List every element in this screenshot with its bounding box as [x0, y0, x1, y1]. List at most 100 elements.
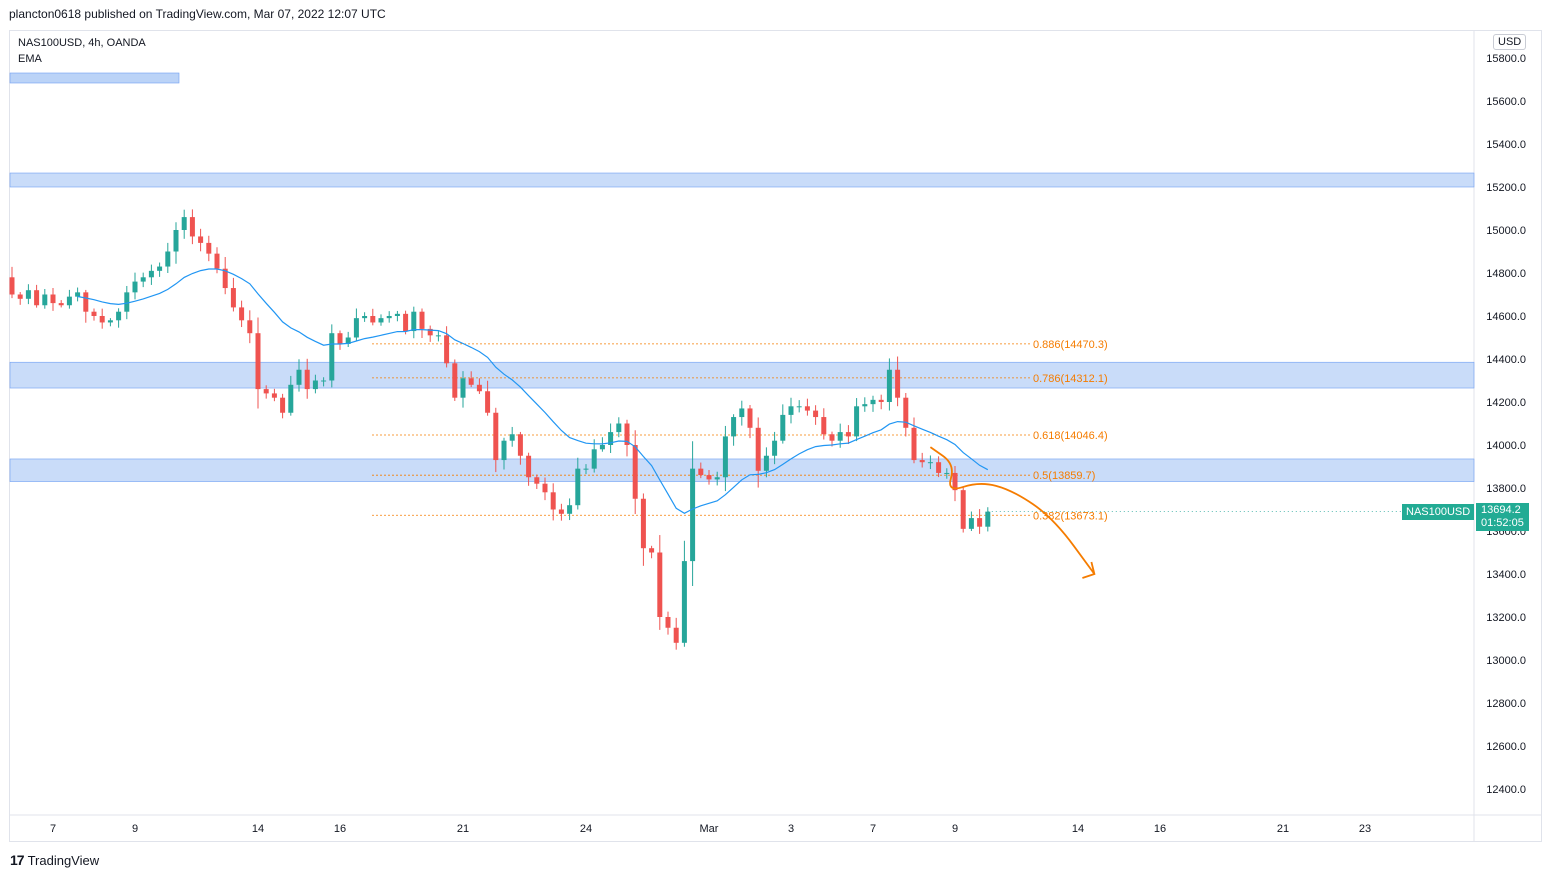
candle[interactable] [206, 242, 212, 254]
candle[interactable] [485, 391, 491, 413]
candle[interactable] [583, 468, 589, 470]
candle[interactable] [75, 292, 81, 297]
candle[interactable] [977, 518, 983, 527]
candle[interactable] [862, 404, 868, 407]
candle[interactable] [608, 432, 614, 445]
candle[interactable] [329, 333, 335, 381]
candle[interactable] [919, 460, 925, 463]
candle[interactable] [616, 423, 622, 433]
candle[interactable] [575, 468, 581, 506]
candle[interactable] [280, 397, 286, 413]
legend-symbol[interactable]: NAS100USD, 4h, OANDA [18, 37, 146, 49]
candle[interactable] [534, 477, 540, 484]
candle[interactable] [198, 236, 204, 243]
candle[interactable] [944, 472, 950, 474]
candle[interactable] [181, 217, 187, 230]
candle[interactable] [788, 406, 794, 415]
candle[interactable] [722, 436, 728, 478]
candle[interactable] [271, 393, 277, 398]
candle[interactable] [476, 384, 482, 392]
candle[interactable] [968, 518, 974, 529]
sr-zone[interactable] [9, 172, 1475, 188]
candle[interactable] [690, 468, 696, 562]
candle[interactable] [550, 492, 556, 510]
candle[interactable] [763, 455, 769, 471]
candle[interactable] [9, 277, 15, 295]
candle[interactable] [25, 290, 31, 299]
candle[interactable] [362, 316, 368, 319]
candle[interactable] [673, 627, 679, 643]
candle[interactable] [837, 432, 843, 441]
candle[interactable] [714, 477, 720, 480]
candle[interactable] [394, 313, 400, 316]
candle[interactable] [140, 277, 146, 282]
candle[interactable] [698, 468, 704, 476]
candle[interactable] [468, 378, 474, 385]
candle[interactable] [493, 412, 499, 461]
candle[interactable] [337, 333, 343, 344]
candle[interactable] [780, 414, 786, 441]
candle[interactable] [649, 548, 655, 553]
candle[interactable] [132, 281, 138, 293]
candle[interactable] [542, 483, 548, 493]
candle[interactable] [755, 427, 761, 471]
candle[interactable] [345, 337, 351, 344]
candle[interactable] [452, 363, 458, 398]
candle[interactable] [460, 378, 466, 398]
candle[interactable] [444, 335, 450, 364]
candle[interactable] [731, 417, 737, 437]
candle[interactable] [878, 399, 884, 402]
candle[interactable] [632, 445, 638, 499]
candle[interactable] [870, 399, 876, 405]
candle[interactable] [895, 369, 901, 398]
candle[interactable] [304, 369, 310, 390]
candle[interactable] [960, 490, 966, 529]
candle[interactable] [747, 408, 753, 428]
candle[interactable] [952, 472, 958, 491]
candle[interactable] [17, 294, 23, 299]
candle[interactable] [936, 462, 942, 473]
candle[interactable] [263, 389, 269, 394]
candle[interactable] [222, 268, 228, 289]
candle[interactable] [189, 217, 195, 237]
candle[interactable] [116, 311, 122, 321]
candle[interactable] [501, 440, 507, 461]
candle[interactable] [42, 294, 48, 306]
candle[interactable] [321, 380, 327, 382]
candle[interactable] [173, 230, 179, 252]
candle[interactable] [148, 270, 154, 278]
candle[interactable] [821, 417, 827, 435]
candle[interactable] [854, 406, 860, 437]
candle[interactable] [665, 617, 671, 628]
candle[interactable] [829, 434, 835, 441]
candle[interactable] [772, 440, 778, 456]
candle[interactable] [58, 303, 64, 306]
candle[interactable] [903, 397, 909, 428]
candle[interactable] [657, 552, 663, 618]
candle[interactable] [230, 288, 236, 308]
candle[interactable] [804, 406, 810, 411]
candle[interactable] [681, 561, 687, 643]
projection-path[interactable] [929, 446, 1096, 575]
candle[interactable] [34, 290, 40, 306]
candle[interactable] [255, 333, 261, 390]
candle[interactable] [591, 449, 597, 469]
candle[interactable] [985, 511, 991, 527]
candle[interactable] [157, 266, 163, 271]
candle[interactable] [927, 462, 933, 464]
candle[interactable] [124, 292, 130, 312]
candle[interactable] [66, 296, 72, 306]
candle[interactable] [165, 251, 171, 267]
candle[interactable] [558, 509, 564, 514]
candle[interactable] [813, 410, 819, 418]
candle[interactable] [386, 316, 392, 319]
candle[interactable] [526, 455, 532, 478]
candle[interactable] [886, 369, 892, 402]
candle[interactable] [378, 318, 384, 323]
currency-button[interactable]: USD [1493, 34, 1527, 50]
candle[interactable] [288, 384, 294, 413]
candle[interactable] [640, 498, 646, 549]
candle[interactable] [911, 427, 917, 461]
candle[interactable] [845, 432, 851, 437]
